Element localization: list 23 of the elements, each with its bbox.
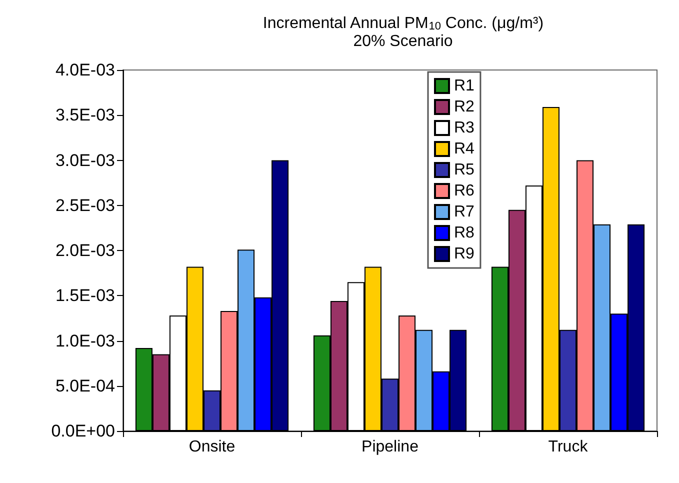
legend-label: R9 (454, 246, 475, 262)
y-tick-label: 5.0E-04 (55, 376, 115, 396)
legend-label: R6 (454, 182, 475, 200)
y-tick-label: 3.0E-03 (55, 150, 115, 170)
chart-title: Incremental Annual PM10 Conc. (μg/m³) (262, 15, 544, 32)
legend-label: R4 (454, 140, 475, 158)
y-tick-label: 2.5E-03 (55, 196, 115, 215)
legend-label: R2 (454, 98, 475, 116)
y-tick-label: 0.0E+00 (51, 422, 115, 440)
legend-label: R7 (454, 204, 475, 220)
y-tick-label: 1.0E-03 (55, 331, 115, 350)
x-tick-label: Pipeline (362, 438, 419, 456)
legend-label: R3 (454, 120, 475, 136)
y-tick-label: 3.5E-03 (55, 106, 115, 125)
legend-label: R8 (454, 224, 475, 242)
y-tick-label: 2.0E-03 (55, 241, 115, 260)
x-tick-label: Onsite (188, 438, 236, 456)
y-tick-label: 4.0E-03 (55, 60, 115, 80)
y-tick-label: 1.5E-03 (55, 286, 115, 306)
chart-subtitle: 20% Scenario (353, 33, 453, 50)
legend-label: R5 (454, 162, 475, 178)
x-tick-label: Truck (548, 438, 589, 456)
legend-label: R1 (454, 78, 475, 94)
